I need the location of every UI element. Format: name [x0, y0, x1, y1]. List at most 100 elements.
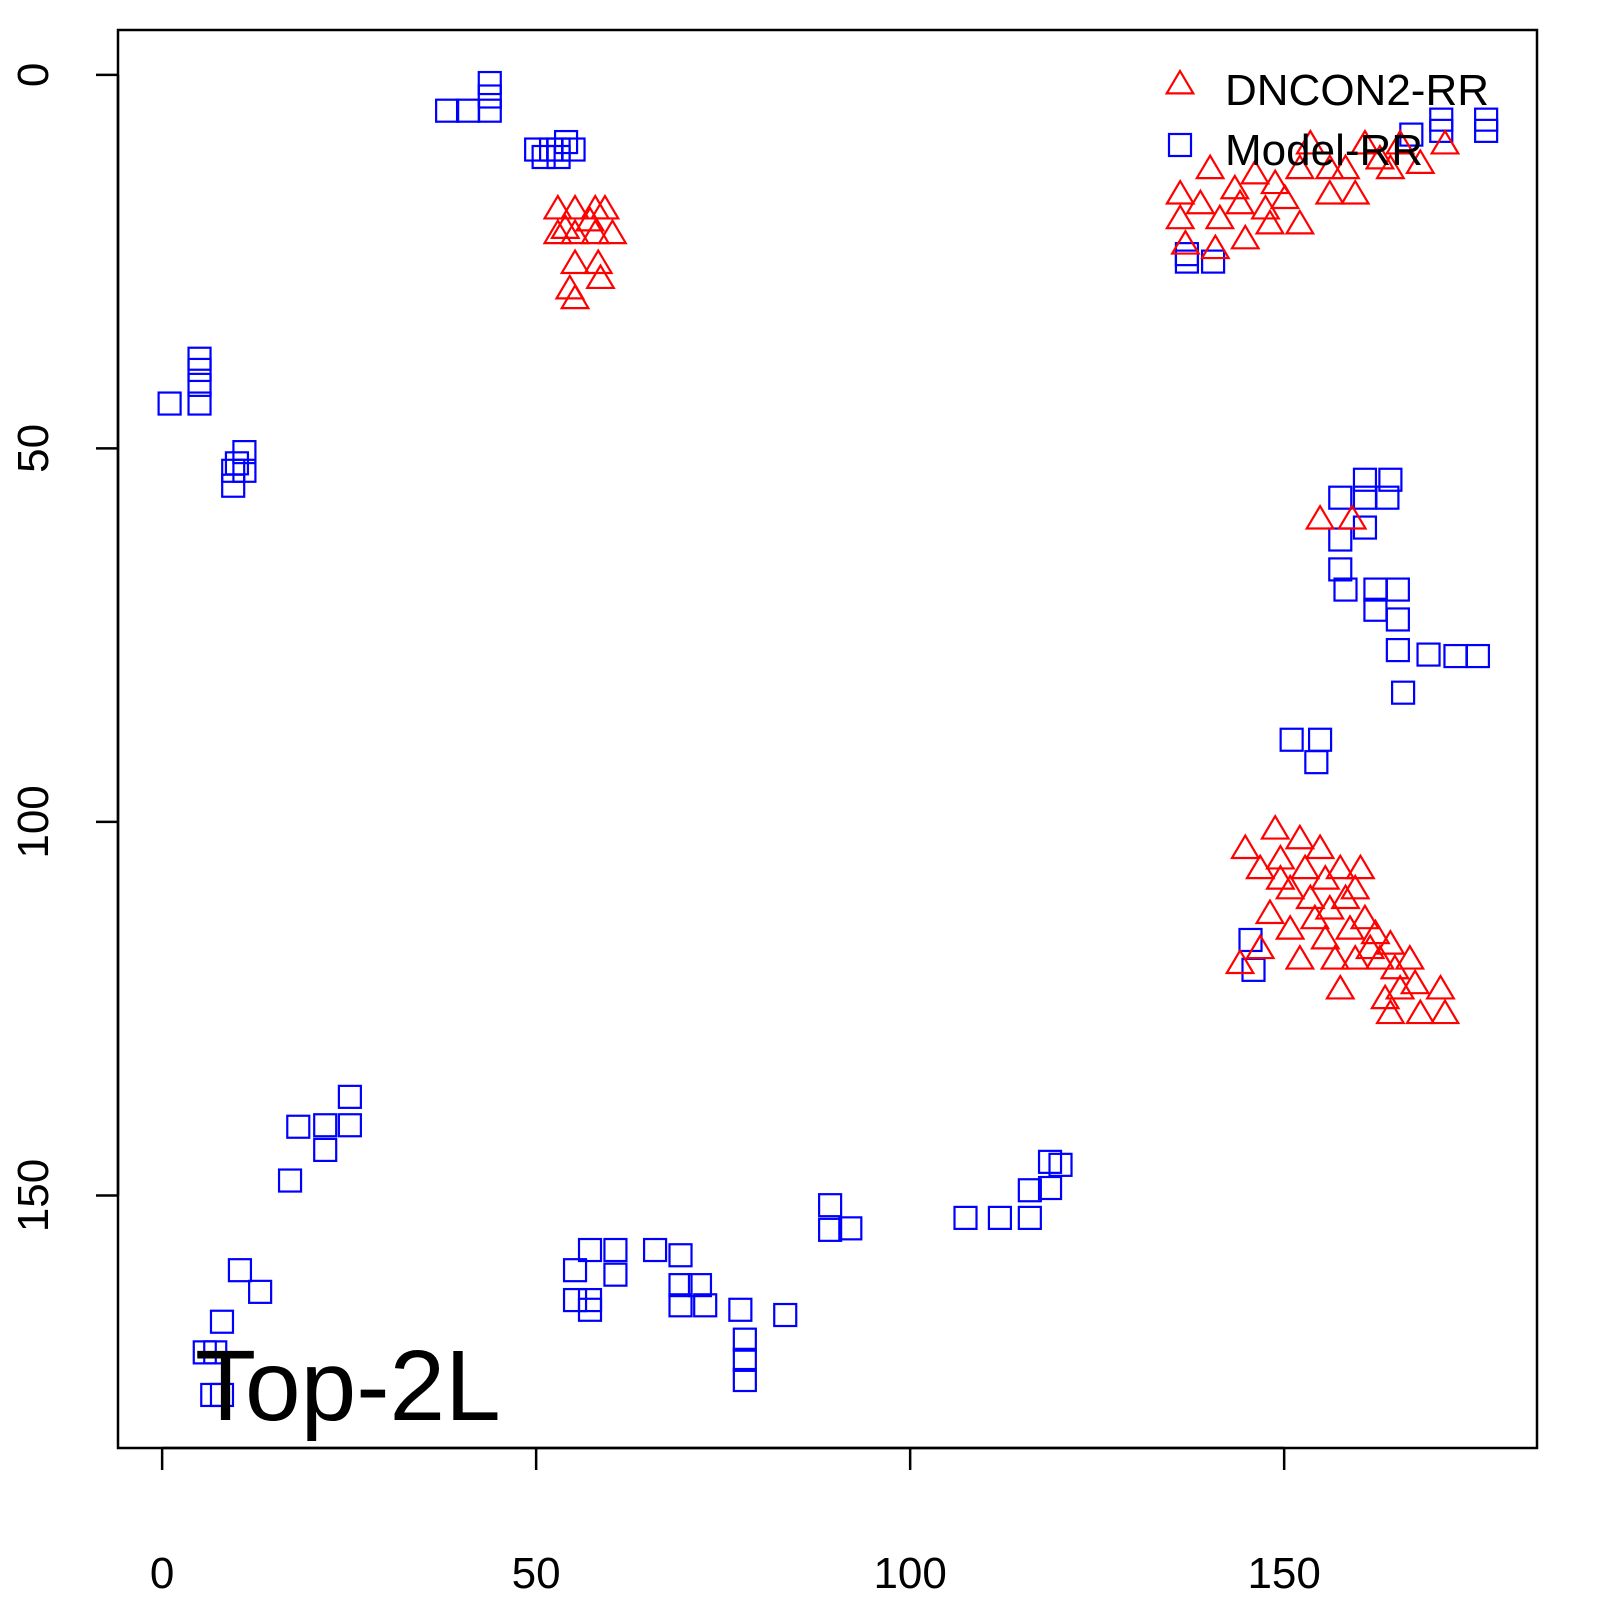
point	[1352, 467, 1378, 492]
point	[1274, 873, 1306, 900]
point	[1443, 643, 1468, 669]
point	[1375, 998, 1406, 1025]
point	[559, 193, 591, 220]
point	[1037, 1175, 1063, 1201]
point	[603, 1237, 628, 1263]
point	[580, 218, 611, 245]
point	[1325, 973, 1356, 1000]
legend-label: DNCON2-RR	[1225, 66, 1489, 115]
legend: DNCON2-RR Model-RR	[1164, 66, 1489, 175]
point	[773, 1302, 798, 1328]
point	[668, 1293, 693, 1318]
point	[577, 1287, 603, 1313]
point	[589, 193, 621, 220]
point	[435, 98, 460, 123]
legend-symbol	[1167, 132, 1193, 158]
point	[553, 129, 579, 155]
plot-frame	[116, 28, 1539, 1450]
point	[1384, 128, 1416, 155]
point	[1385, 607, 1410, 632]
point	[1429, 998, 1461, 1025]
point	[1224, 948, 1256, 975]
point	[732, 1347, 757, 1372]
point	[1048, 1152, 1073, 1177]
point	[1345, 853, 1376, 880]
point	[531, 144, 556, 170]
point	[1164, 178, 1196, 205]
point	[559, 283, 591, 310]
point	[693, 1293, 718, 1318]
point	[562, 1287, 588, 1313]
point	[1200, 233, 1231, 260]
point	[818, 1217, 843, 1242]
axes: 0 50 100 150 0 50 100 150	[9, 63, 1321, 1598]
point	[542, 218, 574, 245]
x-tick-label: 0	[150, 1549, 174, 1598]
y-tick-label: 50	[9, 424, 58, 473]
point	[1349, 903, 1381, 930]
point	[1360, 918, 1391, 945]
point	[1310, 923, 1341, 950]
point	[524, 137, 549, 162]
point	[1349, 128, 1381, 155]
point	[1364, 943, 1396, 970]
point	[1399, 122, 1424, 147]
point	[477, 84, 502, 109]
x-tick-label: 100	[873, 1549, 946, 1598]
point	[542, 193, 574, 220]
point	[1465, 643, 1491, 669]
point	[232, 458, 257, 483]
y-tick-label: 100	[9, 785, 58, 858]
point	[1284, 208, 1316, 235]
point	[1375, 929, 1406, 955]
point	[1307, 727, 1333, 752]
point	[1339, 943, 1371, 970]
point	[187, 372, 212, 397]
point	[559, 218, 591, 245]
point	[313, 1113, 338, 1138]
point	[1284, 823, 1316, 850]
point	[1269, 183, 1301, 210]
point	[1375, 485, 1400, 510]
y-tick-label: 0	[9, 63, 58, 87]
point	[286, 1114, 311, 1139]
point	[1339, 873, 1371, 900]
point	[1369, 983, 1401, 1010]
point	[277, 1168, 303, 1193]
point	[1170, 229, 1201, 255]
point	[187, 346, 212, 371]
point	[1378, 467, 1403, 492]
point	[1230, 223, 1261, 250]
point	[248, 1279, 273, 1304]
annotation: Top-2L	[195, 1330, 501, 1442]
point	[1185, 188, 1216, 215]
point	[157, 391, 182, 416]
point	[1429, 128, 1461, 155]
point	[561, 137, 586, 162]
point	[192, 1340, 217, 1365]
point	[1254, 898, 1286, 925]
point	[1385, 577, 1410, 602]
point	[209, 1309, 235, 1334]
point	[1379, 953, 1411, 980]
point	[585, 263, 616, 290]
point	[1259, 813, 1291, 840]
point	[1363, 597, 1388, 622]
point	[1265, 864, 1296, 890]
point	[546, 144, 571, 170]
y-tick-label: 150	[9, 1159, 58, 1232]
point	[1337, 503, 1368, 530]
point	[1304, 750, 1329, 775]
point	[1230, 833, 1261, 860]
point	[1429, 118, 1454, 143]
point	[1319, 943, 1351, 970]
point	[1375, 153, 1406, 180]
point	[1284, 153, 1316, 180]
point	[1385, 637, 1410, 663]
point	[1244, 933, 1276, 960]
point	[1363, 577, 1388, 602]
point	[1194, 153, 1226, 180]
point	[1405, 998, 1436, 1025]
point	[539, 137, 564, 162]
